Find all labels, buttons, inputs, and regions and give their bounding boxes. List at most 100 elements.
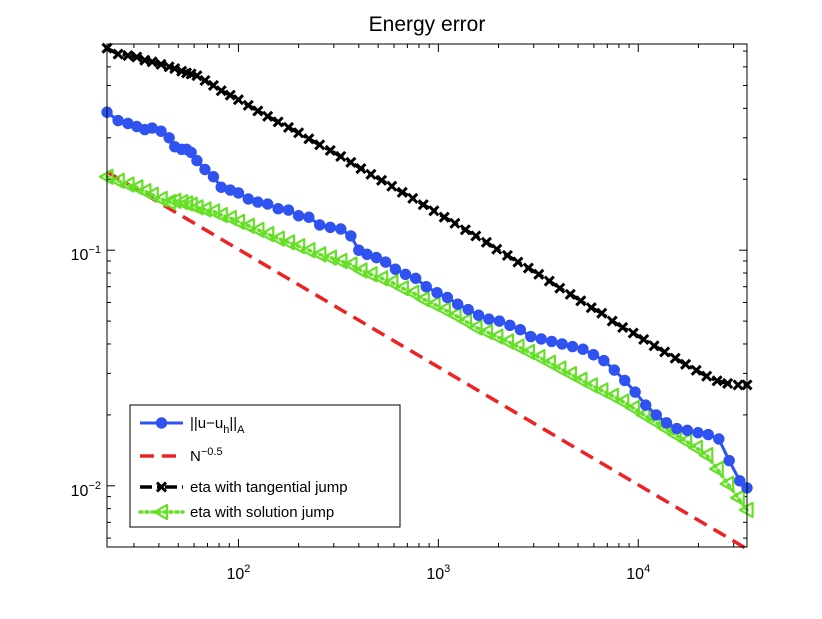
data-point xyxy=(240,217,255,234)
data-point xyxy=(163,132,175,144)
data-point xyxy=(345,230,357,242)
data-point xyxy=(530,348,546,366)
data-point-stroke xyxy=(627,327,639,339)
data-point xyxy=(207,171,220,183)
data-point xyxy=(614,393,630,410)
y-tick-exponent: −2 xyxy=(88,480,101,492)
data-point xyxy=(112,114,124,127)
data-point xyxy=(270,230,285,247)
data-point xyxy=(389,263,402,275)
data-point xyxy=(598,354,610,367)
data-point xyxy=(242,193,254,205)
data-point xyxy=(541,354,557,371)
legend-marker-stroke xyxy=(155,481,168,493)
data-point xyxy=(417,199,429,211)
data-point-stroke xyxy=(365,168,377,180)
data-point xyxy=(131,51,143,63)
legend-label-part: ||u−u xyxy=(190,415,223,432)
data-point-stroke xyxy=(522,262,534,274)
data-point xyxy=(191,70,203,82)
data-point-stroke xyxy=(596,307,608,319)
data-point xyxy=(688,439,703,456)
data-point xyxy=(335,223,347,235)
data-point-stroke xyxy=(224,89,236,101)
data-point xyxy=(512,256,524,268)
y-tick-label-0.1: 10−1 xyxy=(71,244,101,264)
data-point xyxy=(572,371,588,388)
data-point xyxy=(272,202,284,215)
data-point xyxy=(303,211,315,223)
data-point xyxy=(207,79,220,92)
data-point xyxy=(638,333,650,346)
data-point xyxy=(734,475,746,487)
minor-ticks xyxy=(107,44,747,547)
data-point-stroke xyxy=(533,268,545,280)
data-point xyxy=(365,168,377,180)
data-point-stroke xyxy=(543,275,555,287)
data-point xyxy=(533,268,545,280)
data-point-stroke xyxy=(199,74,211,87)
data-point xyxy=(698,447,714,464)
data-point xyxy=(627,327,639,339)
data-point xyxy=(504,319,516,332)
legend-label-part: eta with tangential jump xyxy=(190,479,348,496)
data-point xyxy=(587,349,600,361)
legend-label: eta with solution jump xyxy=(190,504,334,521)
data-point xyxy=(394,280,409,297)
legend-label: eta with tangential jump xyxy=(190,479,348,496)
data-point xyxy=(713,433,725,445)
data-point xyxy=(635,406,651,423)
chart-title: Energy error xyxy=(369,13,486,36)
data-point xyxy=(293,127,305,139)
axes-box xyxy=(106,43,748,548)
data-point xyxy=(629,386,641,398)
data-point xyxy=(300,242,316,259)
data-point xyxy=(650,409,662,421)
data-point xyxy=(396,186,408,198)
data-point xyxy=(545,335,558,348)
data-point xyxy=(324,144,336,157)
data-point xyxy=(593,382,609,399)
data-point xyxy=(324,221,336,234)
data-point xyxy=(415,291,430,308)
data-point-stroke xyxy=(428,205,440,217)
data-point xyxy=(290,238,306,255)
data-point xyxy=(577,343,589,355)
data-point xyxy=(370,251,383,264)
data-point xyxy=(144,186,159,203)
data-point xyxy=(648,340,660,352)
data-point-stroke xyxy=(585,302,597,314)
data-point xyxy=(719,475,735,492)
data-point-stroke xyxy=(252,105,264,117)
data-point-stroke xyxy=(215,85,227,97)
data-point xyxy=(551,360,567,377)
data-point-stroke xyxy=(324,144,336,157)
data-point-stroke xyxy=(417,199,429,211)
data-point-stroke xyxy=(449,217,461,229)
data-point xyxy=(407,192,419,204)
series-line xyxy=(106,170,748,551)
data-point xyxy=(575,295,587,307)
data-point-stroke xyxy=(512,256,524,268)
legend-marker xyxy=(153,503,169,521)
legend-label-part: h xyxy=(223,424,229,436)
data-point xyxy=(441,291,454,304)
data-point xyxy=(659,346,671,358)
data-point-stroke xyxy=(314,139,326,151)
data-point-stroke xyxy=(122,49,134,62)
data-point-stroke xyxy=(669,352,681,364)
data-point xyxy=(625,399,640,417)
data-point xyxy=(376,174,388,186)
data-point xyxy=(722,377,734,389)
data-point xyxy=(585,302,597,314)
x-tick-label-10000: 104 xyxy=(626,563,650,583)
data-point xyxy=(230,213,246,230)
data-point xyxy=(680,358,692,370)
series-layer xyxy=(98,42,754,551)
data-point xyxy=(564,288,576,300)
data-point xyxy=(543,275,555,287)
data-point xyxy=(520,343,536,361)
x-tick-base: 10 xyxy=(426,566,444,583)
legend-label: N−0.5 xyxy=(190,446,223,465)
